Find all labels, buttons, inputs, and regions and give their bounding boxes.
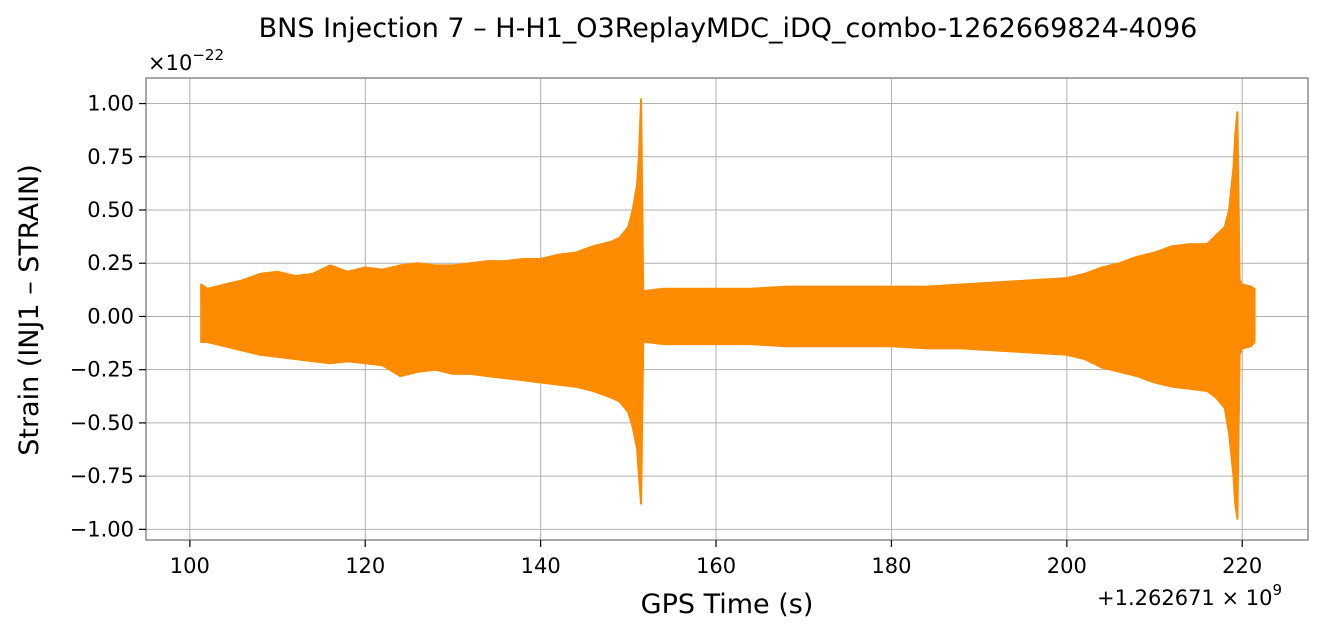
x-tick-label: 160	[696, 554, 736, 578]
strain-series-line	[200, 127, 1256, 496]
y-scale-exponent: −22	[192, 46, 224, 64]
x-tick-label: 140	[521, 554, 561, 578]
x-tick-label: 200	[1047, 554, 1087, 578]
y-tick-label: −1.00	[70, 517, 134, 541]
plot-frame	[145, 77, 1309, 541]
y-tick-label: −0.50	[70, 411, 134, 435]
x-offset-value: +1.262671	[1097, 586, 1215, 610]
x-offset-times: × 10	[1215, 586, 1273, 610]
y-tick-label: 0.50	[87, 198, 134, 222]
x-tick-label: 180	[871, 554, 911, 578]
y-axis-label: Strain (INJ1 – STRAIN)	[14, 164, 45, 456]
x-tick-label: 120	[345, 554, 385, 578]
x-tick-label: 220	[1222, 554, 1262, 578]
y-tick-label: −0.25	[70, 358, 134, 382]
y-tick-label: 0.00	[87, 304, 134, 328]
y-tick-label: 1.00	[87, 92, 134, 116]
x-offset-exponent: 9	[1272, 581, 1282, 599]
y-scale-multiplier: ×10−22	[148, 46, 224, 75]
y-tick-label: −0.75	[70, 464, 134, 488]
x-axis-label: GPS Time (s)	[641, 589, 814, 620]
x-offset-multiplier: +1.262671 × 109	[1097, 581, 1282, 610]
x-axis-ticks: 100 120 140 160 180 200 220	[170, 540, 1262, 578]
y-scale-prefix: ×10	[148, 51, 192, 75]
x-tick-label: 100	[170, 554, 210, 578]
y-tick-label: 0.75	[87, 145, 134, 169]
y-axis-ticks: −1.00 −0.75 −0.50 −0.25 0.00 0.25 0.50 0.75 1.00	[70, 92, 146, 541]
y-tick-label: 0.25	[87, 251, 134, 275]
plot-series	[200, 98, 1256, 520]
chart-title: BNS Injection 7 – H-H1_O3ReplayMDC_iDQ_c…	[259, 13, 1198, 44]
